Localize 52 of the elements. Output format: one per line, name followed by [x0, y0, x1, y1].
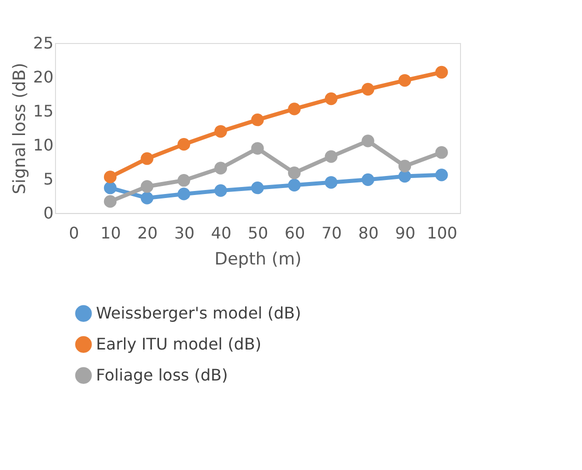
- point: [324, 176, 338, 189]
- point: [362, 82, 374, 96]
- point: [104, 170, 117, 184]
- x-tick-label: 80: [358, 224, 379, 242]
- x-tick-label: 90: [395, 224, 416, 242]
- point: [362, 134, 374, 148]
- point: [214, 184, 228, 197]
- y-tick-label: 10: [33, 136, 54, 154]
- x-tick-label: 10: [100, 224, 121, 242]
- point: [178, 138, 190, 151]
- point: [288, 102, 301, 116]
- point: [214, 162, 228, 174]
- point: [104, 182, 117, 194]
- point: [251, 114, 264, 126]
- point: [178, 188, 190, 200]
- point: [140, 152, 154, 165]
- point: [104, 195, 117, 208]
- x-tick-label: 60: [284, 224, 305, 242]
- point: [214, 125, 228, 138]
- point: [435, 146, 448, 159]
- legend-label: Early ITU model (dB): [96, 334, 262, 354]
- point: [324, 150, 338, 163]
- point: [288, 178, 301, 192]
- y-tick-label: 15: [33, 102, 54, 120]
- point: [324, 92, 338, 106]
- y-tick-label: 0: [43, 204, 54, 222]
- point: [288, 166, 301, 180]
- point: [435, 168, 448, 182]
- y-axis-title: Signal loss (dB): [10, 62, 30, 194]
- point: [140, 180, 154, 193]
- point: [398, 74, 412, 87]
- y-tick-label: 25: [33, 34, 54, 52]
- y-tick-label: 5: [43, 170, 54, 188]
- x-tick-label: 50: [248, 224, 268, 242]
- point: [178, 174, 190, 187]
- x-axis-title: Depth (m): [214, 250, 302, 270]
- legend-label: Foliage loss (dB): [96, 366, 228, 384]
- point: [140, 192, 154, 204]
- point: [398, 160, 412, 172]
- x-tick-label: 0: [68, 224, 80, 242]
- x-tick-label: 40: [211, 224, 232, 242]
- legend-label: Weissberger's model (dB): [96, 304, 302, 322]
- x-tick-label: 100: [426, 224, 458, 242]
- x-tick-label: 70: [321, 224, 342, 242]
- point: [362, 173, 374, 186]
- point: [398, 170, 412, 183]
- point: [435, 66, 448, 79]
- point: [251, 182, 264, 194]
- x-tick-label: 20: [137, 224, 158, 242]
- y-tick-label: 20: [33, 68, 54, 86]
- x-tick-label: 30: [174, 224, 195, 242]
- point: [251, 142, 264, 155]
